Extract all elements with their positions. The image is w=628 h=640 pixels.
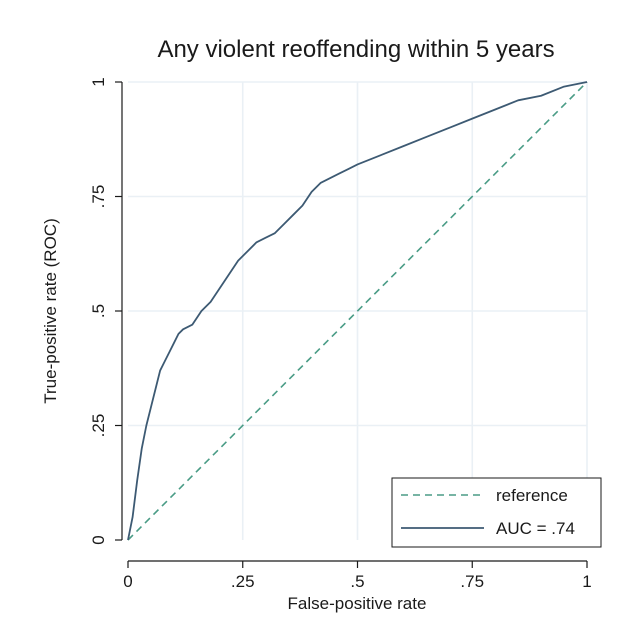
y-tick-label: .25 xyxy=(89,414,108,438)
y-tick-label: .75 xyxy=(89,185,108,209)
legend: reference AUC = .74 xyxy=(391,477,602,548)
reference-line xyxy=(127,81,588,541)
legend-roc-label: AUC = .74 xyxy=(496,519,575,538)
tick-layer: 0 .25 .5 .75 1 0 .25 .5 .75 1 xyxy=(89,77,592,591)
x-tick-label: 0 xyxy=(123,572,132,591)
x-tick-label: 1 xyxy=(582,572,591,591)
chart-title: Any violent reoffending within 5 years xyxy=(157,36,554,63)
legend-reference-label: reference xyxy=(496,486,568,505)
y-axis-label: True-positive rate (ROC) xyxy=(41,218,60,403)
series-layer xyxy=(127,81,588,541)
x-tick-label: .25 xyxy=(231,572,255,591)
y-tick-label: 0 xyxy=(89,535,108,544)
y-tick-label: .5 xyxy=(89,304,108,318)
legend-box xyxy=(391,477,602,548)
x-tick-label: .5 xyxy=(350,572,364,591)
x-axis-label: False-positive rate xyxy=(288,594,427,613)
roc-curve xyxy=(127,81,588,541)
y-tick-label: 1 xyxy=(89,77,108,86)
plot-area: 0 .25 .5 .75 1 0 .25 .5 .75 1 xyxy=(89,77,592,591)
x-tick-label: .75 xyxy=(460,572,484,591)
